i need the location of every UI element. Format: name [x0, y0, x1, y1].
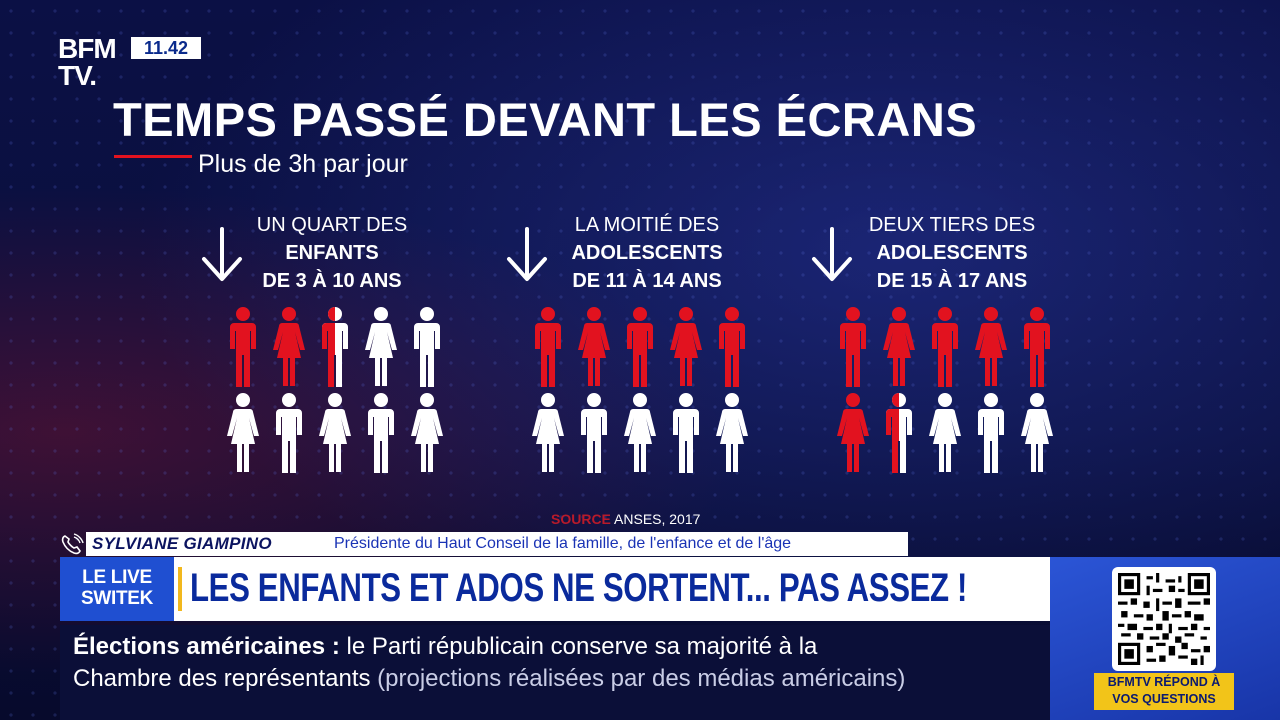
person-icon: [319, 393, 351, 472]
person-icon: [886, 393, 912, 473]
qr-panel: BFMTV RÉPOND À VOS QUESTIONS: [1050, 557, 1280, 720]
clock: 11.42: [131, 37, 201, 59]
person-icon: [230, 307, 256, 387]
channel-logo: BFM TV.: [58, 33, 117, 91]
group-teens-11-14: LA MOITIÉ DES ADOLESCENTS DE 11 À 14 ANS: [505, 205, 795, 495]
person-icon: [273, 307, 305, 386]
caption-line-1: LA MOITIÉ DES: [574, 214, 720, 236]
person-icon: [578, 307, 610, 386]
ticker-aside: (projections réalisées par des médias am…: [377, 665, 906, 692]
person-icon: [581, 393, 607, 473]
ticker-text-1: le Parti républicain conserve sa majorit…: [346, 633, 818, 660]
live-program-tag: LE LIVE SWITEK: [60, 557, 174, 621]
group-caption: LA MOITIÉ DES ADOLESCENTS DE 11 À 14 ANS: [547, 211, 747, 295]
ticker-text-2: Chambre des représentants: [73, 665, 371, 692]
caption-line-2: ENFANTS: [285, 242, 379, 264]
person-icon: [322, 307, 348, 387]
person-icon: [365, 307, 397, 386]
ticker-line-1: Élections américaines : le Parti républi…: [73, 633, 817, 661]
person-icon: [975, 307, 1007, 386]
qr-code-icon: [1118, 573, 1210, 665]
speaker-name: SYLVIANE GIAMPINO: [92, 534, 272, 553]
qr-code[interactable]: [1112, 567, 1216, 671]
infographic-subtitle: Plus de 3h par jour: [198, 150, 408, 178]
group-caption: UN QUART DES ENFANTS DE 3 À 10 ANS: [232, 211, 432, 295]
person-icon: [227, 393, 259, 472]
people-grid: [832, 305, 1062, 485]
caption-line-1: DEUX TIERS DES: [868, 214, 1036, 236]
live-tag-line-2: SWITEK: [80, 588, 154, 609]
qr-caption-line-2: VOS QUESTIONS: [1112, 692, 1216, 706]
person-icon: [670, 307, 702, 386]
caption-line-3: DE 11 À 14 ANS: [572, 270, 722, 292]
phone-icon: [61, 533, 84, 555]
ticker-topic: Élections américaines: [73, 633, 326, 660]
arrow-down-icon: [202, 227, 242, 281]
title-accent-line: [114, 155, 192, 158]
person-icon: [719, 307, 745, 387]
person-icon: [840, 307, 866, 387]
arrow-down-icon: [812, 227, 852, 281]
person-icon: [411, 393, 443, 472]
caption-line-1: UN QUART DES: [256, 214, 408, 236]
person-icon: [837, 393, 869, 472]
person-icon: [883, 307, 915, 386]
person-icon: [1024, 307, 1050, 387]
logo-line-1: BFM: [58, 33, 117, 64]
person-icon: [368, 393, 394, 473]
group-children-3-10: UN QUART DES ENFANTS DE 3 À 10 ANS: [200, 205, 490, 495]
headline-text: LES ENFANTS ET ADOS NE SORTENT... PAS AS…: [190, 566, 967, 610]
logo-line-2: TV.: [58, 59, 97, 91]
person-icon: [535, 307, 561, 387]
person-icon: [532, 393, 564, 472]
speaker-bar: SYLVIANE GIAMPINO Présidente du Haut Con…: [86, 532, 908, 556]
arrow-down-icon: [507, 227, 547, 281]
headline-separator: [178, 567, 182, 611]
infographic-title: TEMPS PASSÉ DEVANT LES ÉCRANS: [113, 93, 978, 146]
person-icon: [414, 307, 440, 387]
person-icon: [932, 307, 958, 387]
person-icon: [978, 393, 1004, 473]
person-icon: [276, 393, 302, 473]
people-grid: [527, 305, 757, 485]
qr-caption-line-1: BFMTV RÉPOND À: [1107, 675, 1221, 689]
source-note: SOURCE ANSES, 2017: [551, 511, 700, 527]
headline-bar: LE LIVE SWITEK LES ENFANTS ET ADOS NE SO…: [60, 557, 1050, 621]
person-icon: [1021, 393, 1053, 472]
news-ticker: Élections américaines : le Parti républi…: [60, 625, 1050, 720]
caption-line-3: DE 3 À 10 ANS: [262, 270, 402, 292]
source-value: ANSES, 2017: [614, 511, 701, 527]
speaker-role: Présidente du Haut Conseil de la famille…: [334, 535, 792, 552]
caption-line-2: ADOLESCENTS: [571, 242, 723, 264]
live-tag-line-1: LE LIVE: [82, 567, 152, 588]
caption-line-2: ADOLESCENTS: [876, 242, 1028, 264]
person-icon: [716, 393, 748, 472]
ticker-separator: :: [331, 633, 340, 660]
ticker-line-2: Chambre des représentants (projections r…: [73, 665, 905, 693]
group-caption: DEUX TIERS DES ADOLESCENTS DE 15 À 17 AN…: [852, 211, 1052, 295]
person-icon: [673, 393, 699, 473]
person-icon: [624, 393, 656, 472]
person-icon: [627, 307, 653, 387]
source-label: SOURCE: [551, 511, 611, 527]
group-teens-15-17: DEUX TIERS DES ADOLESCENTS DE 15 À 17 AN…: [810, 205, 1100, 495]
people-grid: [222, 305, 452, 485]
qr-caption: BFMTV RÉPOND À VOS QUESTIONS: [1094, 673, 1234, 710]
caption-line-3: DE 15 À 17 ANS: [876, 270, 1028, 292]
person-icon: [929, 393, 961, 472]
